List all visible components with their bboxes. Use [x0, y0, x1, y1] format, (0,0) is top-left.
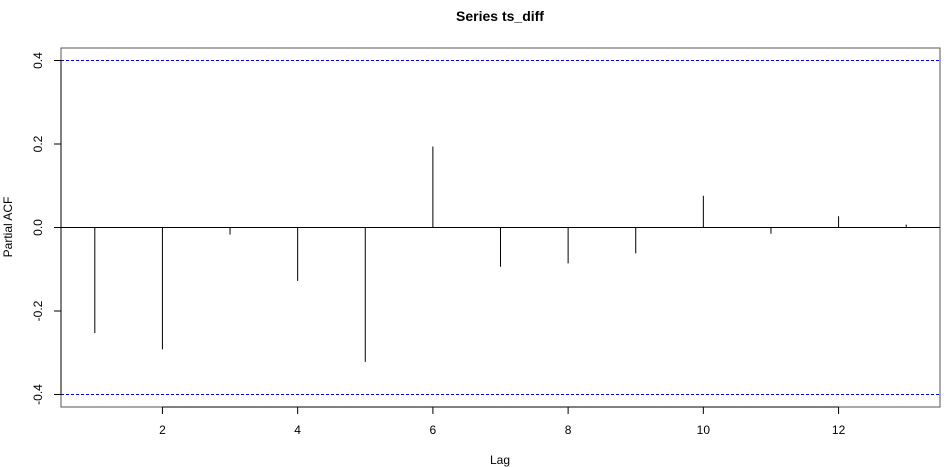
y-tick-label: 0.2	[31, 135, 45, 152]
y-axis-label: Partial ACF	[1, 197, 15, 258]
x-tick-label: 6	[430, 423, 437, 437]
x-axis-label: Lag	[490, 453, 510, 467]
x-axis: 2 4 6 8 10 12	[159, 406, 846, 437]
y-tick-label: -0.4	[31, 384, 45, 405]
confidence-bounds	[61, 60, 940, 395]
x-tick-label: 12	[832, 423, 846, 437]
pacf-bars	[94, 146, 907, 362]
y-tick-label: -0.2	[31, 300, 45, 321]
x-tick-label: 2	[159, 423, 166, 437]
x-tick-label: 8	[565, 423, 572, 437]
y-axis: -0.4 -0.2 0.0 0.2 0.4	[31, 52, 62, 405]
x-tick-label: 10	[697, 423, 711, 437]
y-tick-label: 0.0	[31, 219, 45, 236]
chart-title: Series ts_diff	[456, 8, 544, 24]
y-tick-label: 0.4	[31, 52, 45, 69]
x-tick-label: 4	[294, 423, 301, 437]
